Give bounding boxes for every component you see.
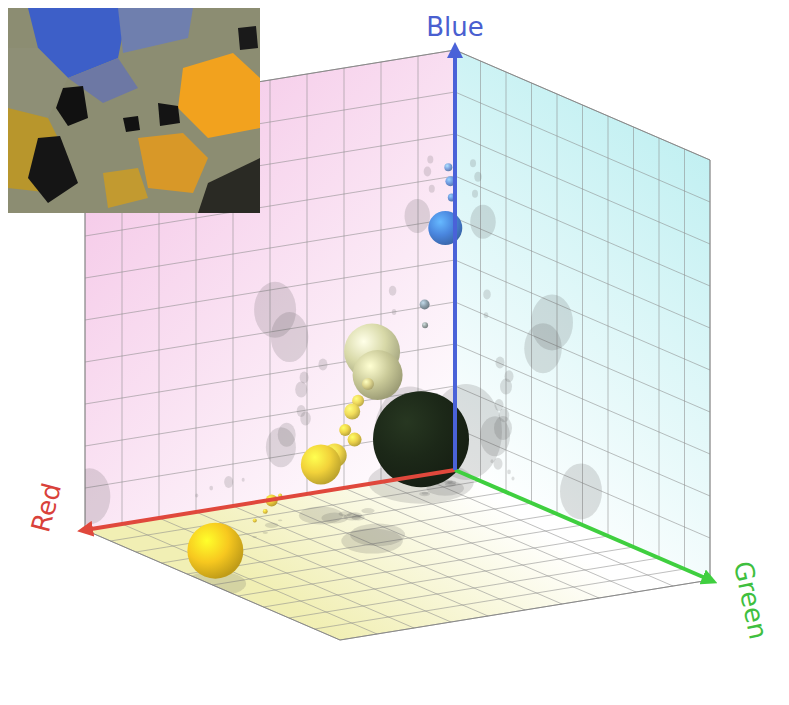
red-axis <box>85 470 455 530</box>
bubble-shadow <box>507 469 511 474</box>
bubble <box>362 378 374 390</box>
bubble-shadow <box>278 519 282 521</box>
plot-area <box>68 155 602 596</box>
axes <box>85 50 710 580</box>
walls <box>85 50 710 640</box>
grid <box>85 50 710 640</box>
bubble-shadow <box>500 379 512 395</box>
bubble-shadow <box>361 508 374 513</box>
bubble-shadow <box>494 458 503 470</box>
bubbles <box>187 163 469 579</box>
inset-photo <box>8 8 260 213</box>
grid-line <box>340 580 710 640</box>
axis-titles: Red Green Blue <box>25 12 773 642</box>
axis-title: Blue <box>426 12 484 42</box>
bubble-shadow <box>392 309 397 315</box>
bubble <box>344 404 360 420</box>
chart: Red Green Blue <box>0 0 789 705</box>
grid-line <box>455 260 710 370</box>
green-axis <box>455 470 710 580</box>
bubble-shadow <box>68 468 110 524</box>
grid-line <box>264 547 634 607</box>
photo-patch <box>238 26 258 50</box>
bubble-shadow <box>480 416 510 456</box>
bubble <box>353 350 403 400</box>
axis-title: Red <box>25 480 67 535</box>
bubble-shadow <box>483 289 491 299</box>
blue-axis <box>453 50 457 470</box>
grid-line <box>455 218 710 328</box>
bubble-shadow <box>347 512 362 518</box>
bubble <box>444 163 452 171</box>
bubble <box>420 300 430 310</box>
axis-title: Green <box>728 558 774 641</box>
grid-line <box>289 558 659 618</box>
shadows <box>68 155 602 596</box>
bubble-shadow <box>472 190 478 198</box>
photo-patch <box>118 8 193 53</box>
bubble-shadow <box>512 477 515 481</box>
photo-patch <box>56 86 88 126</box>
photo-patch <box>198 158 260 213</box>
bubble-shadow <box>300 411 311 425</box>
bubble-shadow <box>271 312 309 362</box>
grid-line <box>455 50 710 160</box>
bubble-shadow <box>389 286 397 296</box>
photo-patch <box>8 8 260 213</box>
bubble-shadow <box>350 524 405 547</box>
bubble-shadow <box>470 205 496 239</box>
bubble-shadow <box>266 427 296 467</box>
grid-line <box>455 176 710 286</box>
photo-patch <box>28 136 78 203</box>
bubble <box>263 509 268 514</box>
bubble <box>339 424 351 436</box>
grid-line <box>455 50 456 470</box>
bubble-shadow <box>427 155 433 163</box>
grid-line <box>238 536 608 596</box>
bubble-shadow <box>484 312 489 318</box>
bubble-shadow <box>429 185 435 193</box>
grid-line <box>455 134 710 244</box>
bubble-shadow <box>195 493 198 497</box>
photo-patch <box>123 116 140 132</box>
photo-patch <box>178 53 260 138</box>
bubble <box>428 211 462 245</box>
bubble-shadow <box>470 159 476 167</box>
grid-line <box>455 92 710 202</box>
photo-patch <box>138 133 208 193</box>
photo-patch <box>158 103 180 126</box>
photo-patch <box>103 168 148 208</box>
bubble-shadow <box>263 532 268 534</box>
grid-line <box>315 569 685 629</box>
bubble-shadow <box>209 486 213 491</box>
bubble-shadow <box>474 172 482 182</box>
bubble <box>422 322 428 328</box>
bubble-shadow <box>265 523 278 528</box>
bubble-shadow <box>424 166 432 176</box>
grid-line <box>455 302 710 412</box>
bubble-shadow <box>405 199 431 233</box>
bubble-shadow <box>496 357 505 369</box>
bubble <box>348 433 362 447</box>
grid-line <box>455 50 456 470</box>
bubble-shadow <box>524 323 562 373</box>
bubble <box>301 444 341 484</box>
bubble-shadow <box>253 536 257 538</box>
bubble-shadow <box>491 459 494 463</box>
bubble-shadow <box>224 476 233 488</box>
bubble-shadow <box>295 382 307 398</box>
bubble-shadow <box>318 359 327 371</box>
bubble <box>253 518 257 522</box>
bubble-shadow <box>299 506 343 524</box>
bubble <box>187 523 243 579</box>
green-blue-plane <box>455 50 710 580</box>
bubble-shadow <box>560 463 602 519</box>
bubble-shadow <box>242 478 245 482</box>
